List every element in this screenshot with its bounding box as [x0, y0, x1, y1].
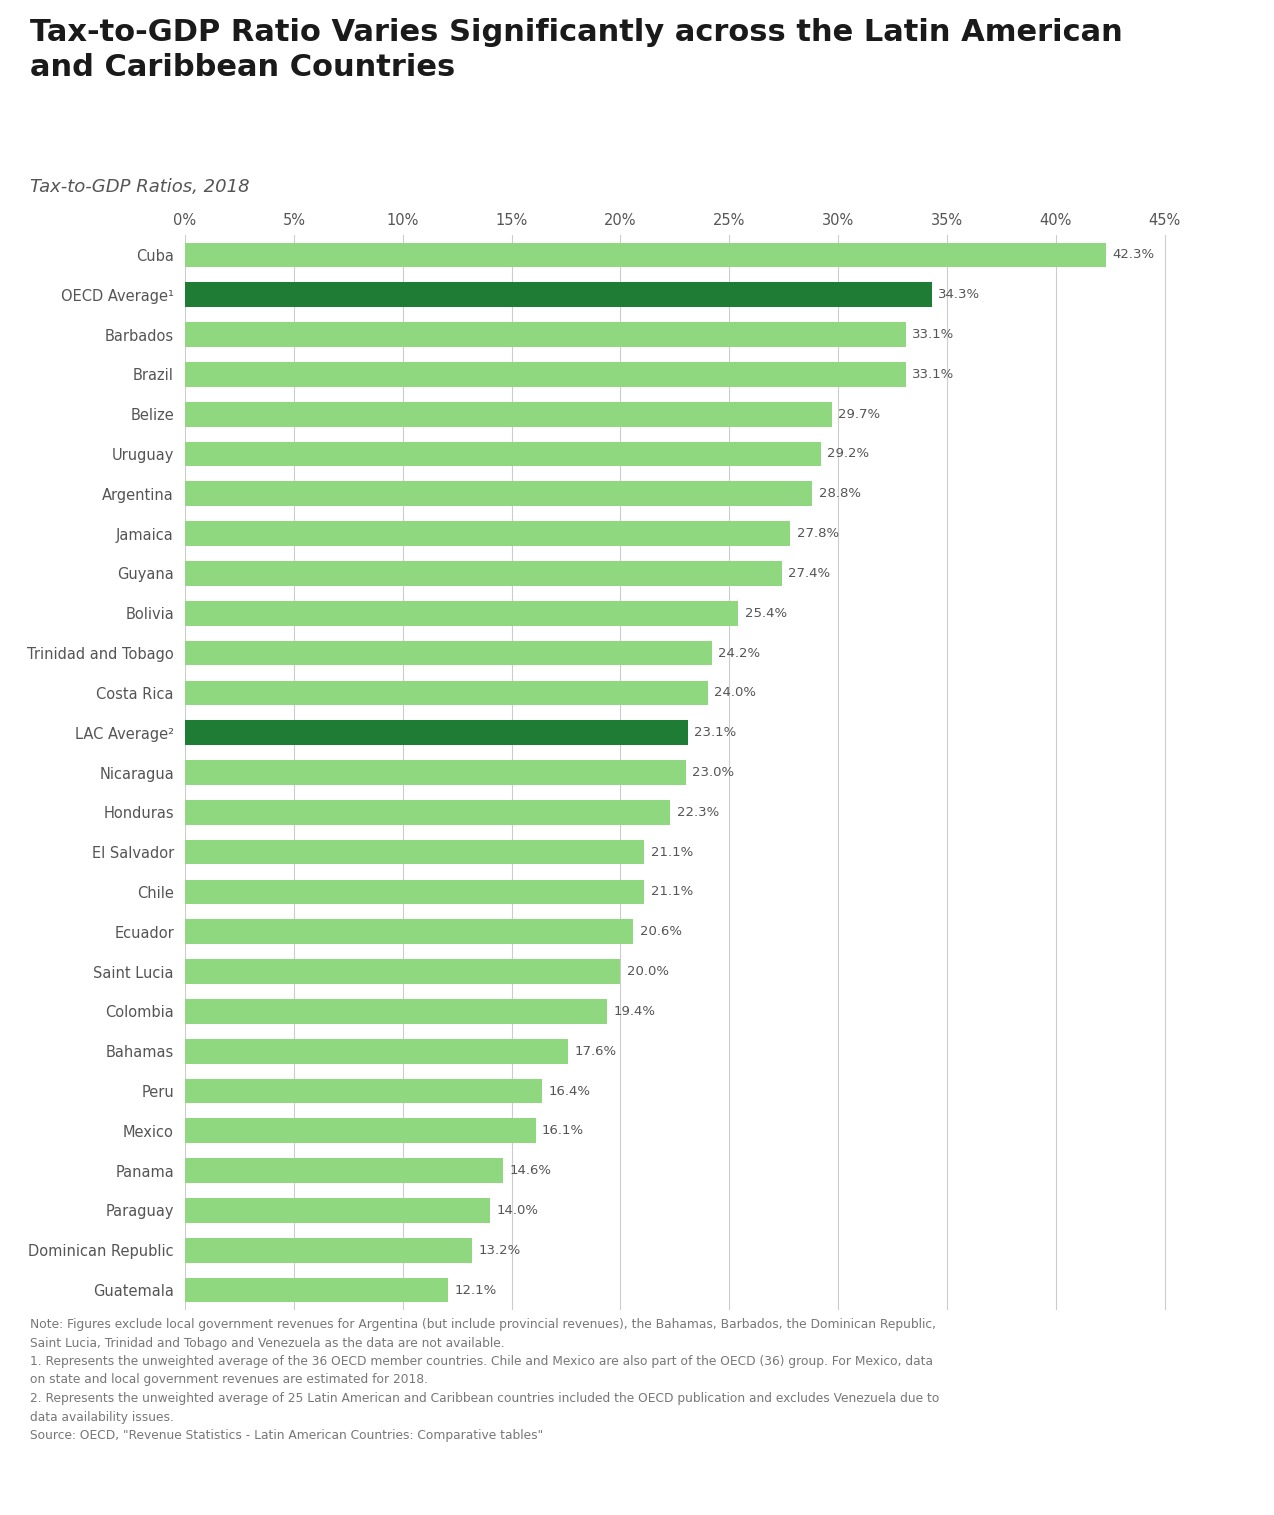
- Bar: [185, 800, 670, 824]
- Text: 29.2%: 29.2%: [827, 447, 869, 461]
- Bar: [185, 839, 645, 865]
- Text: 14.0%: 14.0%: [497, 1204, 539, 1217]
- Text: 27.4%: 27.4%: [789, 567, 831, 580]
- Text: 12.1%: 12.1%: [455, 1283, 497, 1297]
- Bar: [185, 641, 712, 665]
- Bar: [185, 1159, 503, 1183]
- Text: 16.4%: 16.4%: [549, 1085, 591, 1097]
- Text: 16.1%: 16.1%: [541, 1124, 585, 1138]
- Bar: [185, 521, 790, 545]
- Text: 34.3%: 34.3%: [938, 288, 981, 301]
- Text: 42.3%: 42.3%: [1112, 248, 1154, 262]
- Bar: [185, 601, 738, 626]
- Bar: [185, 561, 781, 586]
- Text: 29.7%: 29.7%: [838, 408, 880, 421]
- Text: 24.2%: 24.2%: [719, 647, 761, 659]
- Text: 33.1%: 33.1%: [912, 368, 954, 380]
- Text: TAX FOUNDATION: TAX FOUNDATION: [28, 1471, 248, 1491]
- Bar: [185, 880, 645, 904]
- Bar: [185, 1118, 535, 1144]
- Bar: [185, 242, 1106, 267]
- Bar: [185, 998, 608, 1024]
- Text: 20.6%: 20.6%: [640, 926, 682, 938]
- Bar: [185, 720, 688, 745]
- Text: 17.6%: 17.6%: [575, 1045, 617, 1057]
- Bar: [185, 1079, 541, 1103]
- Text: @TaxFoundation: @TaxFoundation: [1098, 1473, 1246, 1489]
- Text: Tax-to-GDP Ratios, 2018: Tax-to-GDP Ratios, 2018: [31, 177, 250, 195]
- Bar: [185, 680, 707, 704]
- Bar: [185, 323, 906, 347]
- Bar: [185, 920, 633, 944]
- Text: 33.1%: 33.1%: [912, 329, 954, 341]
- Text: 22.3%: 22.3%: [676, 806, 720, 818]
- Text: Note: Figures exclude local government revenues for Argentina (but include provi: Note: Figures exclude local government r…: [31, 1318, 939, 1442]
- Bar: [185, 959, 620, 983]
- Text: 21.1%: 21.1%: [651, 885, 693, 898]
- Text: 23.1%: 23.1%: [694, 726, 736, 739]
- Bar: [185, 1238, 473, 1262]
- Text: 24.0%: 24.0%: [713, 686, 755, 700]
- Bar: [185, 401, 832, 427]
- Text: 19.4%: 19.4%: [614, 1004, 656, 1018]
- Text: 23.0%: 23.0%: [692, 767, 734, 779]
- Bar: [185, 362, 906, 386]
- Bar: [185, 1277, 448, 1303]
- Text: 27.8%: 27.8%: [796, 527, 838, 541]
- Text: Tax-to-GDP Ratio Varies Significantly across the Latin American
and Caribbean Co: Tax-to-GDP Ratio Varies Significantly ac…: [31, 18, 1122, 82]
- Text: 28.8%: 28.8%: [818, 488, 860, 500]
- Bar: [185, 282, 931, 308]
- Text: 20.0%: 20.0%: [627, 965, 669, 979]
- Bar: [185, 1198, 489, 1223]
- Text: 13.2%: 13.2%: [479, 1244, 521, 1257]
- Bar: [185, 442, 820, 467]
- Text: 21.1%: 21.1%: [651, 845, 693, 859]
- Bar: [185, 1039, 568, 1064]
- Text: 25.4%: 25.4%: [744, 606, 786, 620]
- Bar: [185, 482, 812, 506]
- Text: 14.6%: 14.6%: [510, 1164, 552, 1177]
- Bar: [185, 761, 685, 785]
